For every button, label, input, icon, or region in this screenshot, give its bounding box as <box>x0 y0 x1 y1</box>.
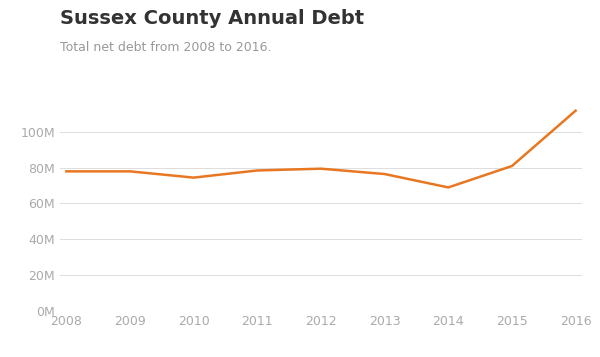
Text: Total net debt from 2008 to 2016.: Total net debt from 2008 to 2016. <box>60 41 271 54</box>
Text: Sussex County Annual Debt: Sussex County Annual Debt <box>60 9 364 28</box>
